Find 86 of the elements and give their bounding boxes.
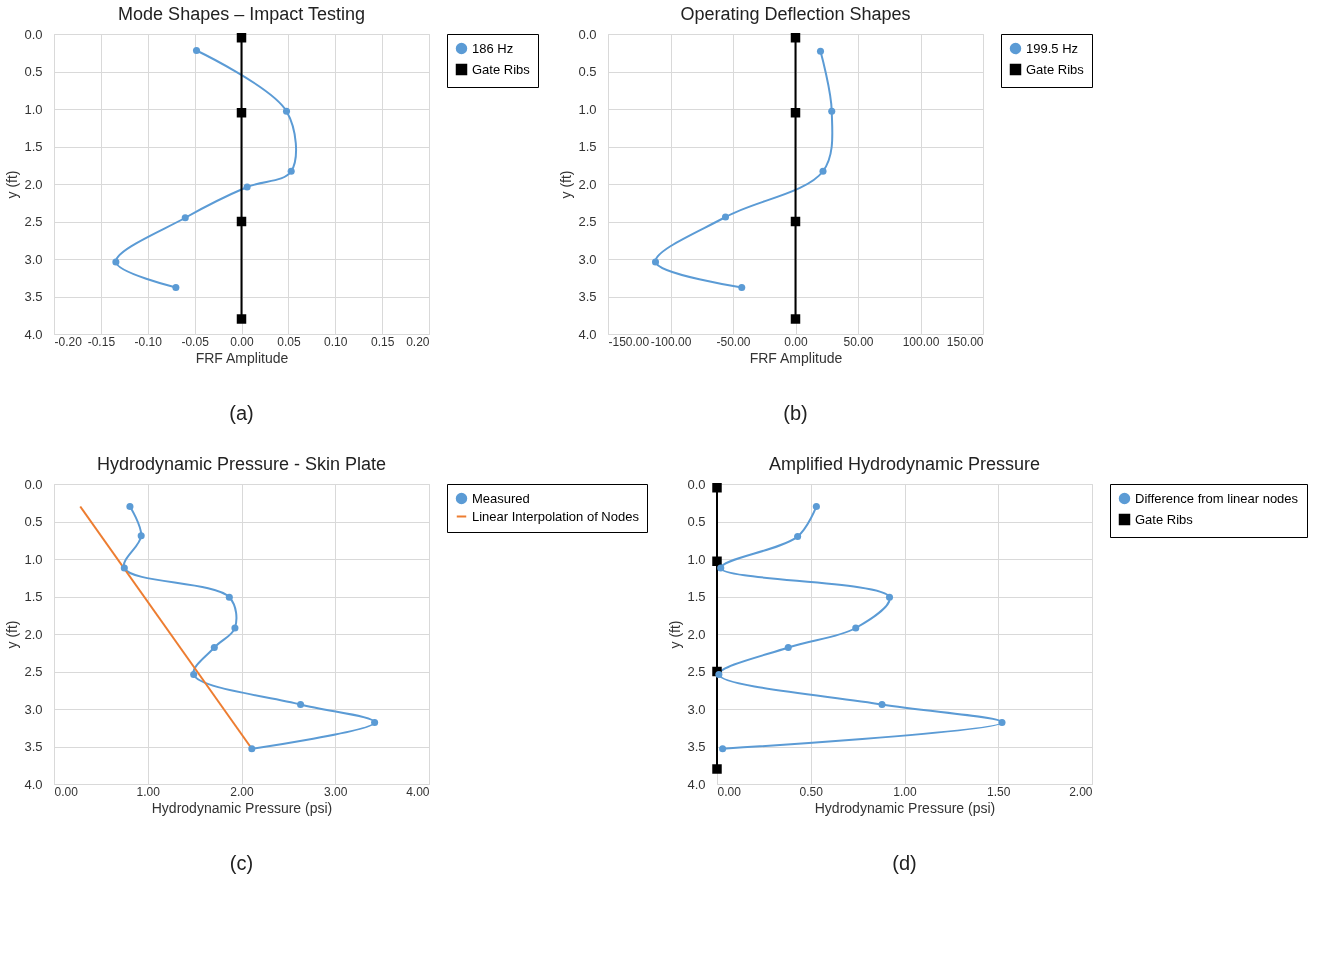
x-tick-label: 3.00 bbox=[324, 784, 348, 799]
y-tick-label: 4.0 bbox=[24, 326, 43, 342]
x-tick-label: -0.05 bbox=[181, 334, 210, 349]
legend-label: Difference from linear nodes bbox=[1135, 490, 1299, 506]
y-tick-label: 2.0 bbox=[24, 626, 43, 642]
y-tick-label: 1.0 bbox=[24, 551, 43, 567]
x-tick-label: 0.00 bbox=[717, 784, 742, 799]
y-tick-label: 2.0 bbox=[687, 626, 706, 642]
text: (d) bbox=[892, 852, 917, 874]
chart-title: Mode Shapes – Impact Testing bbox=[118, 4, 365, 24]
x-tick-label: 1.50 bbox=[987, 784, 1011, 799]
chart-title: Hydrodynamic Pressure - Skin Plate bbox=[96, 454, 387, 474]
x-tick-label: -0.20 bbox=[54, 334, 83, 349]
y-tick-label: 2.5 bbox=[687, 664, 706, 679]
x-tick-label: 2.00 bbox=[1069, 784, 1093, 799]
x-tick-label: 0.50 bbox=[799, 784, 824, 799]
y-tick-label: 3.0 bbox=[578, 251, 597, 267]
text: (c) bbox=[229, 852, 254, 874]
y-axis-title: y (ft) bbox=[4, 620, 21, 649]
y-axis-title: y (ft) bbox=[667, 620, 684, 649]
x-tick-label: 0.10 bbox=[324, 334, 348, 349]
y-tick-label: 1.0 bbox=[578, 101, 597, 117]
text: (a) bbox=[229, 402, 254, 424]
y-tick-label: 2.0 bbox=[578, 176, 597, 192]
legend-label: Gate Ribs bbox=[472, 61, 531, 77]
y-tick-label: 3.5 bbox=[578, 289, 597, 304]
chart-title: Amplified Hydrodynamic Pressure bbox=[768, 454, 1041, 474]
x-tick-label: 100.00 bbox=[902, 334, 940, 349]
y-tick-label: 3.5 bbox=[24, 289, 43, 304]
y-tick-label: 4.0 bbox=[578, 326, 597, 342]
y-tick-label: 0.5 bbox=[24, 514, 43, 529]
y-tick-label: 2.0 bbox=[24, 176, 43, 192]
y-tick-label: 3.0 bbox=[24, 251, 43, 267]
y-tick-label: 0.5 bbox=[687, 514, 706, 529]
y-tick-label: 1.0 bbox=[687, 551, 706, 567]
x-tick-label: 1.00 bbox=[893, 784, 917, 799]
y-tick-label: 1.5 bbox=[24, 589, 43, 604]
x-tick-label: 0.05 bbox=[277, 334, 301, 349]
y-tick-label: 2.5 bbox=[578, 214, 597, 229]
y-tick-label: 1.5 bbox=[687, 589, 706, 604]
y-axis-title: y (ft) bbox=[4, 170, 21, 199]
text: (b) bbox=[783, 402, 808, 424]
x-tick-label: -100.00 bbox=[650, 334, 692, 349]
x-tick-label: 150.00 bbox=[946, 334, 984, 349]
x-tick-label: 0.00 bbox=[54, 784, 79, 799]
legend-label: 199.5 Hz bbox=[1026, 40, 1079, 56]
x-tick-label: 0.15 bbox=[370, 334, 395, 349]
chart-title: Operating Deflection Shapes bbox=[680, 4, 911, 24]
y-tick-label: 4.0 bbox=[687, 776, 706, 792]
y-tick-label: 0.0 bbox=[687, 476, 706, 492]
x-tick-label: -0.15 bbox=[87, 334, 116, 349]
legend-label: Linear Interpolation of Nodes bbox=[472, 508, 640, 524]
legend-label: Gate Ribs bbox=[1026, 61, 1085, 77]
x-tick-label: 1.00 bbox=[136, 784, 161, 799]
x-axis-title: FRF Amplitude bbox=[749, 349, 843, 366]
y-tick-label: 0.5 bbox=[578, 64, 597, 79]
legend-label: Gate Ribs bbox=[1135, 511, 1194, 527]
x-tick-label: 4.00 bbox=[406, 784, 430, 799]
x-tick-label: 50.00 bbox=[843, 334, 874, 349]
y-tick-label: 2.5 bbox=[24, 664, 43, 679]
y-tick-label: 4.0 bbox=[24, 776, 43, 792]
x-tick-label: -50.00 bbox=[716, 334, 751, 349]
y-tick-label: 0.5 bbox=[24, 64, 43, 79]
x-tick-label: 0.20 bbox=[406, 334, 430, 349]
x-axis-title: Hydrodynamic Pressure (psi) bbox=[151, 799, 333, 816]
y-tick-label: 1.5 bbox=[578, 139, 597, 154]
y-tick-label: 0.0 bbox=[24, 26, 43, 42]
y-tick-label: 3.0 bbox=[24, 701, 43, 717]
x-tick-label: -150.00 bbox=[608, 334, 650, 349]
y-tick-label: 0.0 bbox=[24, 476, 43, 492]
x-tick-label: -0.10 bbox=[134, 334, 163, 349]
y-tick-label: 3.5 bbox=[24, 739, 43, 754]
y-axis-title: y (ft) bbox=[558, 170, 575, 199]
y-tick-label: 1.0 bbox=[24, 101, 43, 117]
x-axis-title: Hydrodynamic Pressure (psi) bbox=[814, 799, 996, 816]
x-tick-label: 2.00 bbox=[230, 784, 254, 799]
x-tick-label: 0.00 bbox=[784, 334, 808, 349]
x-axis-title: FRF Amplitude bbox=[195, 349, 289, 366]
y-tick-label: 3.0 bbox=[687, 701, 706, 717]
x-tick-label: 0.00 bbox=[230, 334, 254, 349]
y-tick-label: 1.5 bbox=[24, 139, 43, 154]
y-tick-label: 3.5 bbox=[687, 739, 706, 754]
y-tick-label: 2.5 bbox=[24, 214, 43, 229]
y-tick-label: 0.0 bbox=[578, 26, 597, 42]
legend-label: 186 Hz bbox=[472, 40, 514, 56]
legend-label: Measured bbox=[472, 490, 530, 506]
